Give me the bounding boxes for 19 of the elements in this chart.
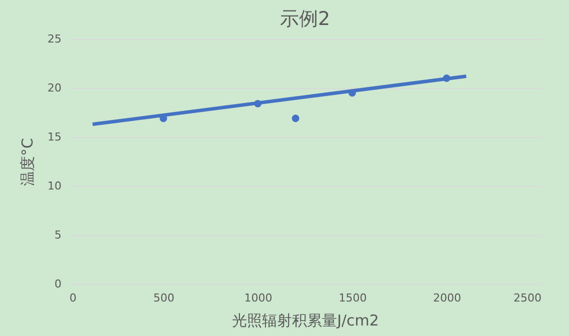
x-tick-label: 1500 [338,292,367,304]
x-tick-label: 500 [153,292,174,304]
x-tick-label: 2500 [514,292,542,304]
y-tick-label: 5 [54,228,62,242]
y-tick-label: 20 [48,82,62,94]
point [442,74,450,82]
x-axis-title: 光照辐射积累量J/cm2 [232,312,379,330]
x-tick-label: 1000 [244,292,272,304]
x-tick-label: 2000 [433,292,462,304]
y-tick-label: 10 [48,180,62,192]
y-axis-title: 温度°C [18,138,37,186]
point [292,114,300,122]
y-tick-label: 0 [54,278,62,290]
y-tick-label: 25 [48,32,62,46]
chart-title: 示例2 [280,8,330,30]
x-tick-label: 0 [70,292,76,304]
point [348,89,356,97]
point [254,100,262,108]
y-tick-label: 15 [48,130,62,144]
